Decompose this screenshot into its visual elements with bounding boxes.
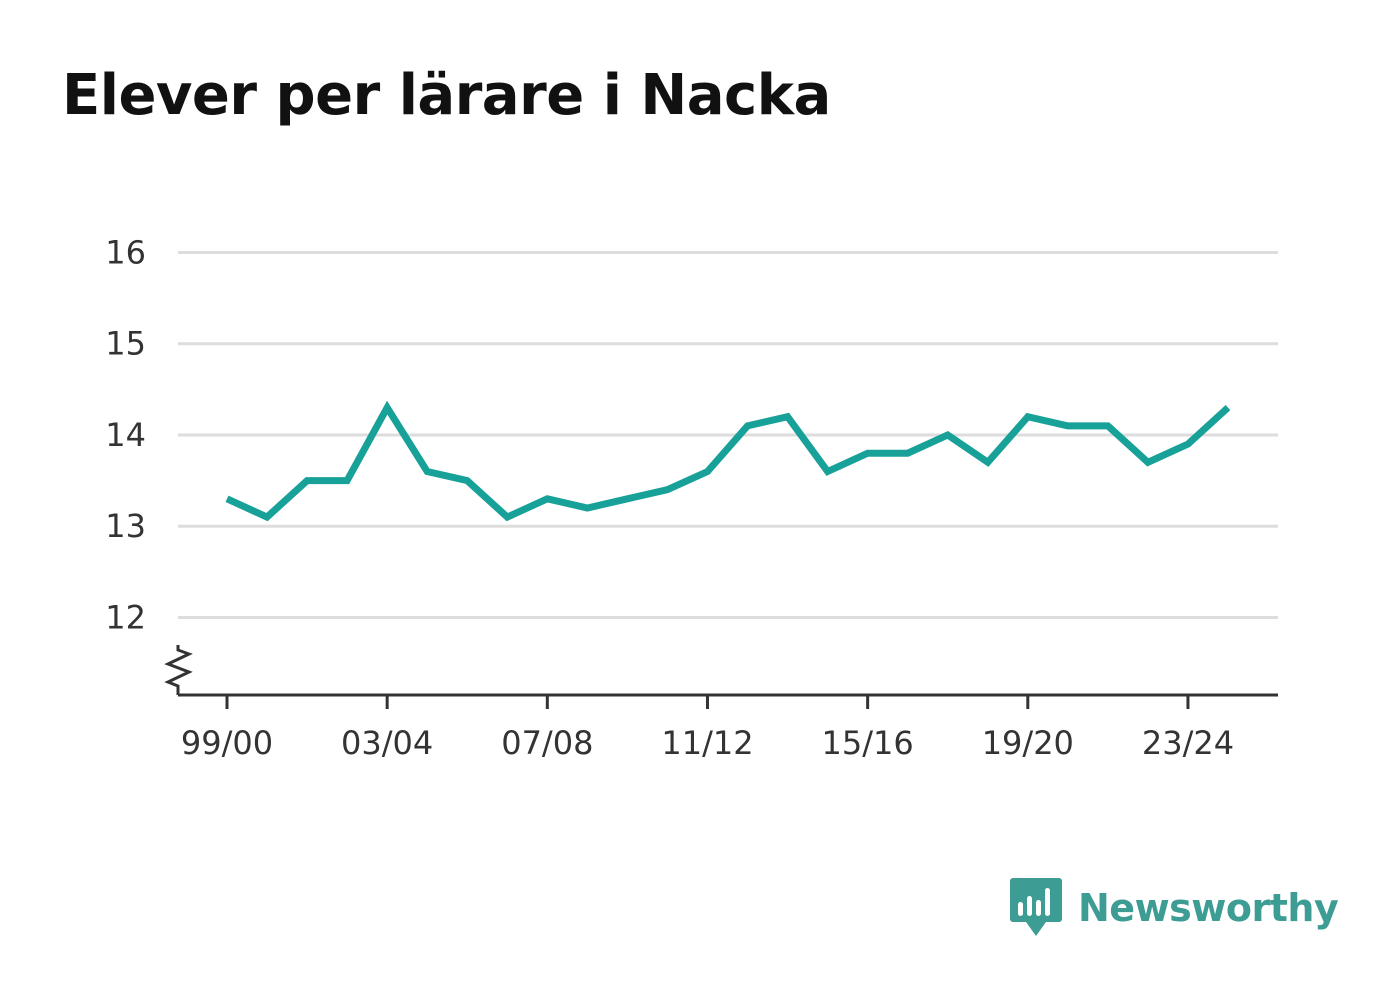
chart-title: Elever per lärare i Nacka — [62, 63, 831, 128]
gridlines — [178, 251, 1278, 619]
x-tick-label-15/16: 15/16 — [822, 724, 914, 762]
x-tick-label-99/00: 99/00 — [181, 724, 273, 762]
y-tick-label-14: 14 — [105, 416, 146, 454]
x-axis — [164, 645, 1278, 697]
brand-name: Newsworthy — [1078, 886, 1339, 930]
y-tick-label-16: 16 — [105, 234, 146, 272]
y-tick-label-13: 13 — [105, 507, 146, 545]
y-axis-tick-labels: 12 13 14 15 16 — [105, 234, 146, 637]
bar-chart-speech-bubble-icon — [1010, 878, 1062, 936]
series-lines — [225, 400, 1231, 522]
y-tick-label-12: 12 — [105, 598, 146, 636]
x-tick-label-19/20: 19/20 — [982, 724, 1074, 762]
x-tick-label-11/12: 11/12 — [661, 724, 753, 762]
x-tick-label-23/24: 23/24 — [1142, 724, 1234, 762]
y-axis-break-symbol — [164, 645, 193, 695]
series-line-0 — [225, 400, 1231, 522]
x-tick-label-03/04: 03/04 — [341, 724, 433, 762]
x-tick-label-07/08: 07/08 — [501, 724, 593, 762]
y-tick-label-15: 15 — [105, 325, 146, 363]
x-axis-ticks: 99/00 03/04 07/08 11/12 15/16 19/20 23/24 — [181, 695, 1234, 762]
newsworthy-logo: Newsworthy — [1010, 878, 1339, 938]
